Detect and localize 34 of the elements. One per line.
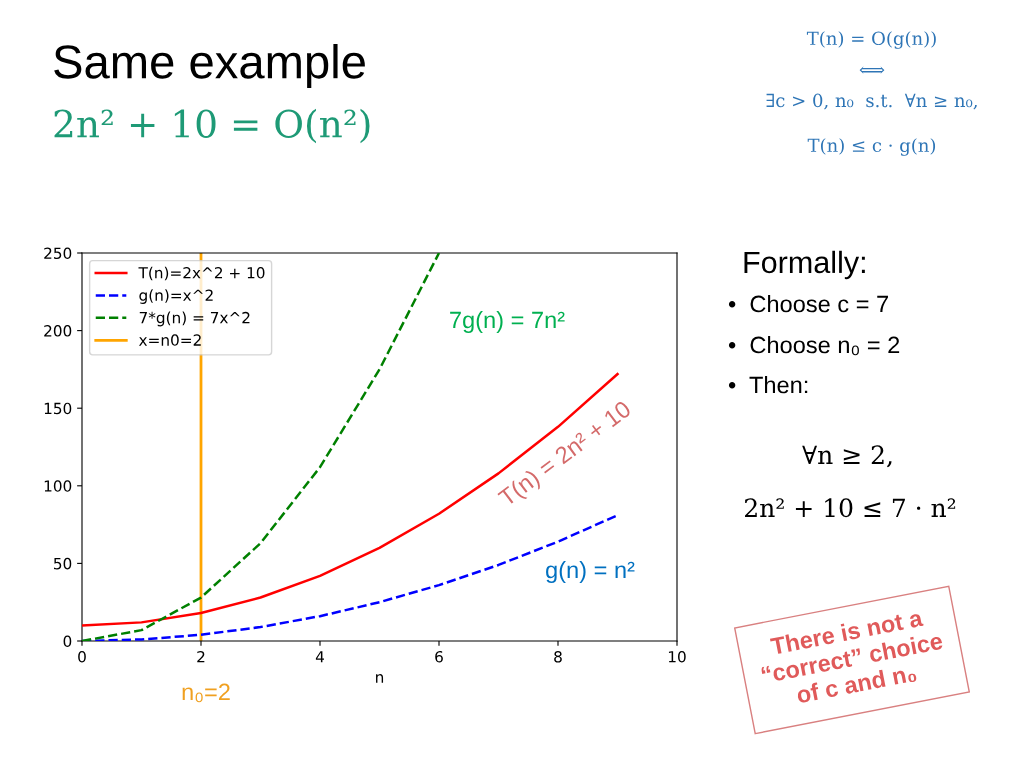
chart-title: Same example [54,43,365,89]
y-tick-label: 0 [63,635,72,648]
legend-label: 7*g(n) = 7x^2 [139,311,250,327]
ref-line-label: x=n0=2 [138,334,201,346]
y-tick-label: 200 [44,325,72,337]
text: ⟺ [859,66,885,74]
text: T(n) ≤ c · g(n) [807,138,936,156]
x-tick-label: 4 [315,651,324,663]
x-axis-title: n [376,674,384,683]
text: ∀n ≥ 2, [802,445,892,468]
text: There is not a “correct” choice of c and n₀ [760,608,944,705]
y-tick-label: 150 [44,402,72,415]
chart-subtitle: 2n² + 10 = O(n²) [54,108,370,144]
text: • Choose c = 7 [728,294,888,313]
y-tick-label: 50 [54,557,72,570]
x-tick-label: 0 [78,650,86,663]
text: • Choose n₀ = 2 [728,335,900,356]
annotation: 7g(n) = 7n² [450,310,565,333]
text: ∃c > 0, n₀ s.t. ∀n ≥ n₀, [766,93,977,110]
text: • Then: [728,375,808,394]
text: T(n) = O(g(n)) [806,31,936,49]
y-tick-label: 100 [44,480,72,492]
x-tick-label: 10 [668,650,686,663]
text: n₀=2 [182,683,230,703]
y-tick-label: 250 [44,247,72,260]
text: 2n² + 10 ≤ 7 · n² [745,498,956,518]
annotation: T(n) = 2n² + 10 [496,399,635,511]
legend-label: g(n)=x^2 [139,289,213,304]
x-tick-label: 8 [554,650,562,663]
x-tick-label: 6 [435,650,443,663]
annotation: g(n) = n² [546,560,635,583]
legend-label: T(n)=2x^2 + 10 [138,266,265,281]
x-tick-label: 2 [197,650,205,663]
text: Formally: [744,250,865,280]
